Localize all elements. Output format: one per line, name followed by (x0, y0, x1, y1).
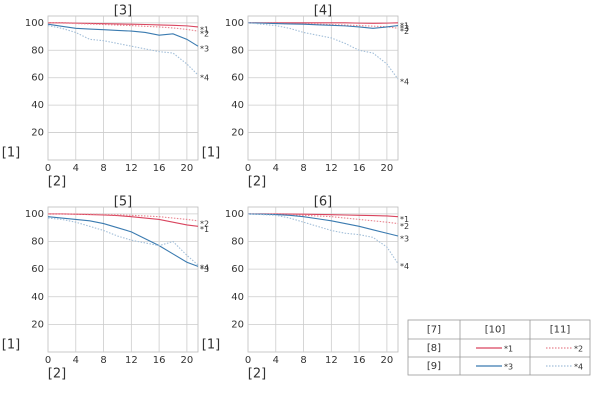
y-tick-label: 80 (231, 237, 244, 248)
y-tick-label: 100 (25, 18, 44, 29)
x-tick-label: 12 (125, 355, 138, 366)
series-end-label: *1 (400, 21, 409, 30)
y-axis-label: [1] (2, 146, 20, 161)
series-end-label: *1 (400, 215, 409, 224)
series-line (247, 213, 399, 264)
x-axis-label: [2] (248, 367, 266, 382)
series-end-label: *1 (200, 225, 209, 234)
x-tick-label: 8 (300, 163, 306, 174)
y-tick-label: 40 (31, 100, 44, 111)
legend-label: *1 (504, 345, 513, 354)
y-tick-label: 20 (31, 319, 44, 330)
series-line (47, 22, 199, 32)
x-tick-label: 4 (73, 355, 79, 366)
y-tick-label: 100 (225, 209, 244, 220)
x-tick-label: 8 (100, 163, 106, 174)
x-tick-label: 20 (181, 355, 194, 366)
chart-title: [4] (314, 4, 332, 19)
legend-label: *2 (574, 345, 583, 354)
y-tick-label: 20 (31, 128, 44, 139)
chart-title: [3] (114, 4, 132, 19)
x-tick-label: 16 (153, 163, 166, 174)
series-line (47, 216, 199, 267)
y-tick-label: 40 (231, 100, 244, 111)
table-header: [11] (550, 325, 571, 336)
x-tick-label: 4 (273, 355, 279, 366)
series-line (47, 217, 199, 266)
x-tick-label: 12 (325, 163, 338, 174)
x-tick-label: 4 (273, 163, 279, 174)
plot-frame (247, 206, 399, 353)
y-tick-label: 80 (31, 237, 44, 248)
legend-label: *4 (574, 363, 583, 372)
y-tick-label: 80 (31, 45, 44, 56)
y-tick-label: 60 (231, 264, 244, 275)
plot-frame (247, 15, 399, 161)
y-tick-label: 80 (231, 45, 244, 56)
legend-table (407, 319, 591, 376)
y-tick-label: 60 (31, 264, 44, 275)
y-tick-label: 40 (231, 292, 244, 303)
series-line (47, 25, 199, 76)
x-tick-label: 20 (381, 355, 394, 366)
x-tick-label: 16 (353, 163, 366, 174)
x-axis-label: [2] (48, 175, 66, 190)
table-row-label: [8] (427, 343, 441, 354)
y-tick-label: 20 (231, 128, 244, 139)
x-axis-label: [2] (48, 367, 66, 382)
series-line (247, 22, 399, 29)
x-tick-label: 0 (245, 163, 251, 174)
series-end-label: *3 (400, 24, 409, 33)
x-tick-label: 20 (181, 163, 194, 174)
y-tick-label: 20 (231, 319, 244, 330)
x-tick-label: 20 (381, 163, 394, 174)
table-row-label: [9] (427, 361, 441, 372)
y-axis-label: [1] (202, 338, 220, 353)
series-line (48, 213, 199, 227)
series-end-label: *2 (200, 219, 209, 228)
series-end-label: *2 (400, 27, 409, 36)
series-end-label: *3 (200, 265, 209, 274)
series-line (47, 23, 199, 47)
y-tick-label: 100 (25, 209, 44, 220)
series-end-label: *4 (200, 73, 209, 82)
x-tick-label: 0 (245, 355, 251, 366)
x-tick-label: 16 (353, 355, 366, 366)
x-tick-label: 0 (45, 163, 51, 174)
series-line (247, 213, 399, 237)
series-line (247, 22, 399, 80)
plot-frame (47, 15, 199, 161)
x-tick-label: 4 (73, 163, 79, 174)
plot-frame (47, 206, 199, 353)
y-axis-label: [1] (202, 146, 220, 161)
legend-label: *3 (504, 363, 513, 372)
y-tick-label: 40 (31, 292, 44, 303)
x-tick-label: 12 (125, 163, 138, 174)
series-end-label: *2 (400, 222, 409, 231)
y-tick-label: 60 (31, 73, 44, 84)
x-tick-label: 8 (100, 355, 106, 366)
series-end-label: *4 (400, 78, 409, 87)
series-end-label: *1 (200, 25, 209, 34)
series-end-label: *2 (200, 30, 209, 39)
series-end-label: *4 (400, 262, 409, 271)
x-axis-label: [2] (248, 175, 266, 190)
series-end-label: *3 (400, 235, 409, 244)
chart-title: [6] (314, 195, 332, 210)
series-end-label: *3 (200, 45, 209, 54)
y-axis-label: [1] (2, 338, 20, 353)
table-header: [7] (427, 325, 441, 336)
x-tick-label: 0 (45, 355, 51, 366)
series-line (48, 213, 199, 222)
x-tick-label: 16 (153, 355, 166, 366)
chart-title: [5] (114, 195, 132, 210)
y-tick-label: 100 (225, 18, 244, 29)
x-tick-label: 12 (325, 355, 338, 366)
table-header: [10] (485, 325, 506, 336)
series-end-label: *4 (200, 264, 209, 273)
y-tick-label: 60 (231, 73, 244, 84)
x-tick-label: 8 (300, 355, 306, 366)
